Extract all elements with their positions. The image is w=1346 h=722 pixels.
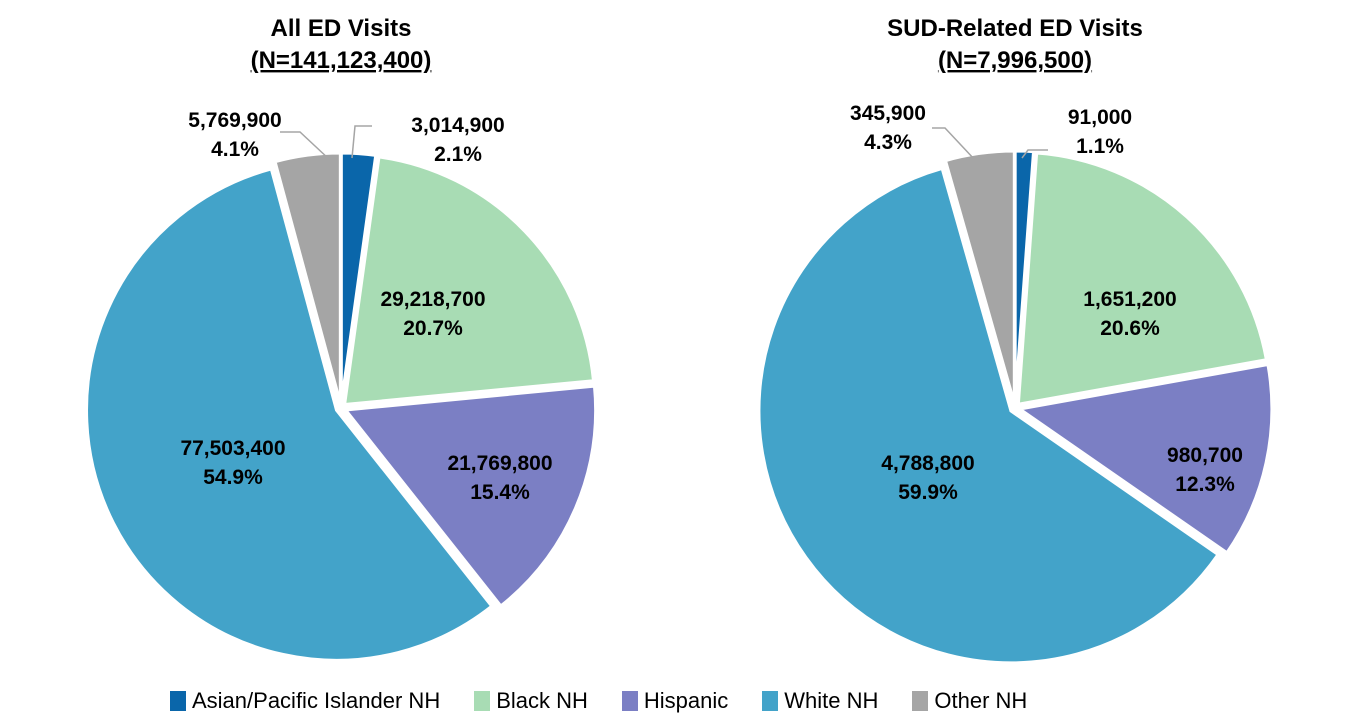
pie-slice-other-nh xyxy=(273,151,342,404)
data-label-value: 21,769,800 xyxy=(447,452,552,475)
legend-item-hispanic: Hispanic xyxy=(621,688,729,714)
legend-swatch xyxy=(912,691,929,711)
data-label-value: 29,218,700 xyxy=(380,288,485,311)
data-label-percent: 20.7% xyxy=(403,317,463,340)
data-label-value: 91,000 xyxy=(1068,106,1132,129)
data-label-value: 4,788,800 xyxy=(881,452,974,475)
data-label-percent: 12.3% xyxy=(1175,473,1235,496)
pie-subtitle: (N=141,123,400) xyxy=(251,47,432,74)
data-label-percent: 4.1% xyxy=(211,138,259,161)
data-label-percent: 20.6% xyxy=(1100,317,1160,340)
legend: Asian/Pacific Islander NH Black NH Hispa… xyxy=(170,688,1061,714)
data-label-value: 77,503,400 xyxy=(180,437,285,460)
pie-slice-white-nh xyxy=(757,166,1221,665)
legend-item-black: Black NH xyxy=(474,688,588,714)
legend-label: White NH xyxy=(784,688,879,713)
legend-label: Asian/Pacific Islander NH xyxy=(192,688,441,713)
legend-item-asian: Asian/Pacific Islander NH xyxy=(170,688,440,714)
legend-swatch xyxy=(170,691,186,711)
pie-slice-black-nh xyxy=(1016,151,1269,407)
leader-line xyxy=(351,125,372,159)
data-label-percent: 4.3% xyxy=(864,131,912,154)
leader-line xyxy=(932,127,976,161)
data-label-percent: 2.1% xyxy=(434,143,482,166)
legend-swatch xyxy=(474,691,491,711)
pie-slice-white-nh xyxy=(85,167,494,662)
legend-item-other: Other NH xyxy=(912,688,1027,714)
pie-slice-other-nh xyxy=(943,149,1016,404)
pie-title: SUD-Related ED Visits xyxy=(887,15,1143,42)
pie-slice-hispanic xyxy=(1016,362,1274,555)
leader-line xyxy=(280,131,331,161)
data-label-value: 980,700 xyxy=(1167,444,1243,467)
data-label-percent: 1.1% xyxy=(1076,135,1124,158)
data-label-value: 345,900 xyxy=(850,102,926,125)
pie-2: SUD-Related ED Visits (N=7,996,500) 91,000… xyxy=(757,15,1274,665)
data-label-value: 3,014,900 xyxy=(411,114,504,137)
data-label-percent: 54.9% xyxy=(203,466,263,489)
data-label-value: 1,651,200 xyxy=(1083,288,1176,311)
legend-item-white: White NH xyxy=(762,688,878,714)
pie-1: All ED Visits (N=141,123,400) 3,014,900 2.1… xyxy=(85,15,598,662)
legend-swatch xyxy=(762,691,779,711)
pie-title: All ED Visits xyxy=(271,15,412,42)
pie-slice-hispanic xyxy=(342,384,598,609)
legend-label: Other NH xyxy=(934,688,1028,713)
data-label-percent: 59.9% xyxy=(898,481,958,504)
legend-label: Hispanic xyxy=(643,688,729,713)
legend-label: Black NH xyxy=(496,688,588,713)
data-label-value: 5,769,900 xyxy=(188,109,281,132)
leader-line xyxy=(1021,149,1048,159)
data-label-percent: 15.4% xyxy=(470,481,530,504)
pie-slice-black-nh xyxy=(342,155,596,407)
pie-subtitle: (N=7,996,500) xyxy=(938,47,1092,74)
legend-swatch xyxy=(621,691,638,711)
